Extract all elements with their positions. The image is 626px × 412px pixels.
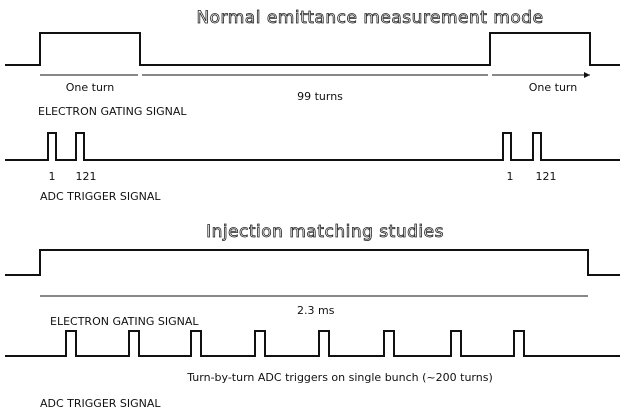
annotation: One turn [66, 81, 115, 94]
adc-waveform [5, 330, 620, 357]
signal-label: ADC TRIGGER SIGNAL [40, 190, 161, 203]
caption: Turn-by-turn ADC triggers on single bunc… [186, 371, 493, 384]
pulse-label: 121 [76, 170, 97, 183]
adc-waveform [5, 132, 620, 161]
gating-waveform [5, 249, 620, 276]
signal-label: ELECTRON GATING SIGNAL [50, 315, 199, 328]
signal-label: ELECTRON GATING SIGNAL [38, 105, 187, 118]
annotation: One turn [529, 81, 578, 94]
gating-waveform [5, 32, 620, 66]
annotation: 99 turns [297, 90, 343, 103]
annotation: 2.3 ms [297, 304, 335, 317]
signal-label: ADC TRIGGER SIGNAL [40, 397, 161, 410]
pulse-label: 1 [507, 170, 514, 183]
pulse-label: 121 [536, 170, 557, 183]
section-title: Injection matching studies [206, 222, 444, 242]
pulse-label: 1 [49, 170, 56, 183]
section-title: Normal emittance measurement mode [196, 8, 543, 28]
